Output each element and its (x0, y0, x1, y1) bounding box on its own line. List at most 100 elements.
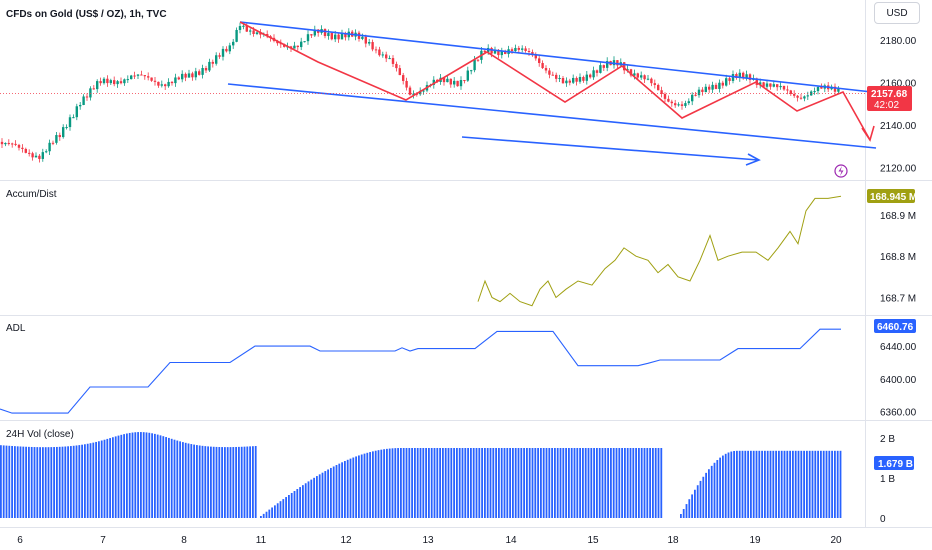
candle-body (235, 29, 238, 42)
candle-body (531, 52, 534, 56)
volume-bar (481, 448, 483, 518)
candle-body (616, 60, 619, 66)
candle-body (806, 95, 809, 97)
candle-body (181, 73, 184, 80)
volume-bar (447, 448, 450, 518)
candle-body (17, 144, 21, 148)
time-tick-label: 15 (587, 535, 599, 546)
volume-bar (249, 446, 251, 518)
volume-bar (47, 447, 50, 518)
candle-body (453, 80, 456, 85)
candle-body (31, 153, 34, 158)
volume-bar (349, 458, 352, 518)
accum-tick-label: 168.7 M (880, 293, 916, 304)
candle-body (762, 82, 765, 87)
candle-body (629, 69, 633, 76)
volume-bar (332, 466, 335, 518)
price-tick-label: 2160.00 (880, 78, 917, 89)
volume-bar (741, 450, 744, 518)
candle-body (337, 34, 340, 40)
volume-bar (120, 434, 123, 518)
volume-bar (391, 448, 394, 518)
candle-body (153, 80, 157, 82)
candle-body (521, 48, 524, 50)
zigzag-pattern-line[interactable] (239, 21, 871, 141)
volume-bar (173, 439, 176, 518)
lightning-alert-icon[interactable] (834, 164, 848, 178)
volume-bar (372, 451, 374, 518)
volume-bar (708, 469, 710, 518)
vol-tick-label: 1 B (880, 474, 895, 485)
adl-line (0, 328, 841, 414)
volume-bar (517, 448, 520, 518)
candle-body (738, 72, 741, 79)
candle-body (493, 50, 497, 54)
volume-bar (288, 495, 290, 518)
volume-bar (318, 474, 321, 518)
candle-body (24, 148, 27, 153)
volume-bar (262, 513, 265, 518)
candle-body (714, 84, 718, 89)
direction-arrow-line[interactable] (461, 136, 759, 161)
channel-upper-trendline[interactable] (239, 21, 873, 93)
volume-bar (691, 494, 693, 518)
adl-last-badge (874, 319, 916, 333)
volume-bar (137, 432, 139, 518)
candle-body (371, 42, 374, 50)
volume-bar (92, 442, 95, 518)
volume-bar (624, 448, 626, 518)
volume-bar (475, 448, 478, 518)
volume-bar (828, 450, 831, 518)
candle-body (238, 26, 242, 30)
volume-bar (834, 450, 836, 518)
candle-body (473, 59, 476, 71)
candle-body (126, 79, 129, 81)
candle-body (711, 84, 714, 90)
volume-bar (526, 448, 528, 518)
candle-body (602, 65, 605, 68)
volume-bar (486, 448, 489, 518)
volume-bar (112, 437, 114, 518)
candle-body (68, 117, 72, 128)
price-tick-label: 2120.00 (880, 163, 917, 174)
candle-body (657, 84, 660, 91)
volume-bar (72, 445, 75, 518)
volume-bar (142, 432, 145, 518)
candle-body (524, 48, 527, 51)
volume-bar (397, 448, 399, 518)
volume-bar (733, 450, 735, 518)
candle-body (391, 58, 395, 64)
candle-body (796, 95, 799, 98)
candle-body (816, 87, 820, 92)
volume-bar (212, 446, 215, 518)
volume-bar (383, 449, 385, 518)
candle-body (687, 101, 690, 104)
volume-bar (100, 440, 103, 518)
candle-body (198, 71, 201, 75)
candle-body (140, 74, 143, 76)
candle-body (422, 90, 425, 92)
volume-bar (775, 450, 777, 518)
candle-body (527, 50, 531, 53)
currency-button[interactable]: USD (874, 2, 920, 24)
time-tick-label: 7 (100, 535, 106, 546)
volume-bar (626, 448, 629, 518)
volume-bar (808, 450, 811, 518)
volume-bar (148, 432, 151, 518)
volume-axis: 2 B 1 B 0 (880, 434, 895, 525)
channel-lower-trendline[interactable] (227, 83, 877, 149)
volume-bar (772, 450, 775, 518)
candle-body (697, 89, 701, 96)
candle-body (558, 77, 561, 79)
volume-bar (710, 465, 713, 518)
candle-body (514, 47, 517, 52)
volume-bar (638, 448, 640, 518)
volume-bar (388, 448, 391, 518)
time-tick-label: 13 (422, 535, 434, 546)
volume-bar (660, 448, 663, 518)
last-price-badge (867, 86, 912, 111)
volume-bar (766, 450, 769, 518)
volume-bar (719, 457, 721, 518)
volume-bar (565, 448, 567, 518)
volume-bar (293, 490, 296, 518)
